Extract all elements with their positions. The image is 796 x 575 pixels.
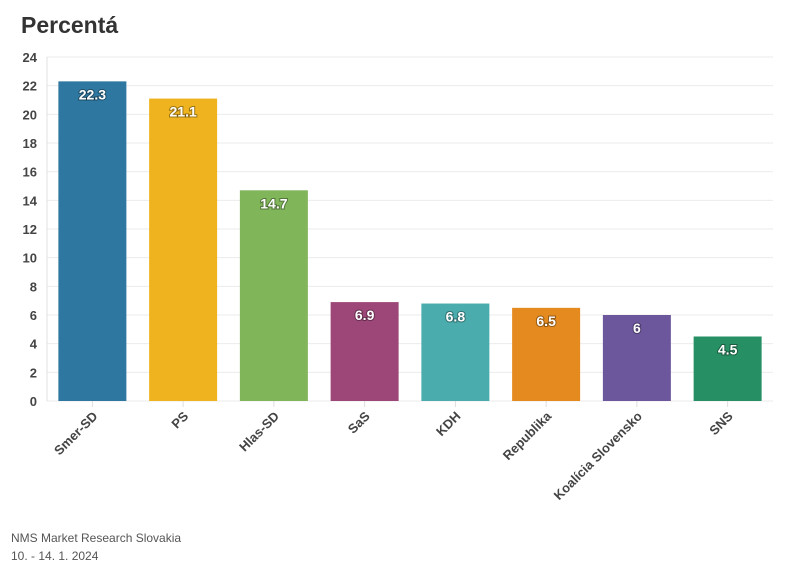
- data-label: 6: [633, 320, 641, 336]
- source-note: NMS Market Research Slovakia: [11, 531, 182, 545]
- data-label: 6.9: [355, 307, 375, 323]
- y-tick-label: 2: [30, 365, 37, 380]
- y-tick-label: 14: [23, 193, 38, 208]
- y-tick-label: 22: [23, 79, 37, 94]
- x-tick-label: SNS: [706, 408, 736, 438]
- data-label: 4.5: [718, 342, 738, 358]
- x-tick-label: Smer-SD: [51, 409, 100, 458]
- bar-sns: [693, 336, 762, 401]
- y-tick-label: 6: [30, 308, 37, 323]
- y-tick-label: 12: [23, 222, 37, 237]
- y-tick-label: 10: [23, 251, 37, 266]
- bar-kdh: [421, 303, 490, 401]
- data-label: 14.7: [260, 195, 287, 211]
- bar-smer-sd: [58, 81, 127, 401]
- bar-sas: [330, 302, 399, 401]
- y-tick-label: 18: [23, 136, 37, 151]
- bar-republika: [512, 307, 581, 401]
- y-tick-label: 24: [23, 50, 38, 65]
- chart-title: Percentá: [21, 12, 119, 38]
- data-label: 6.8: [446, 309, 466, 325]
- x-tick-label: Koalícia Slovensko: [551, 408, 645, 502]
- y-tick-label: 4: [30, 337, 38, 352]
- data-label: 22.3: [79, 86, 106, 102]
- bar-koalícia-slovensko: [602, 315, 671, 401]
- date-note: 10. - 14. 1. 2024: [11, 549, 99, 563]
- bar-ps: [149, 98, 218, 402]
- x-tick-label: SaS: [345, 408, 373, 436]
- bar-hlas-sd: [239, 190, 308, 401]
- x-tick-label: Republika: [500, 408, 555, 463]
- x-tick-label: Hlas-SD: [236, 409, 282, 455]
- y-tick-label: 16: [23, 165, 37, 180]
- data-label: 21.1: [170, 104, 197, 120]
- y-tick-label: 8: [30, 279, 37, 294]
- data-label: 6.5: [536, 313, 556, 329]
- y-tick-label: 0: [30, 394, 37, 409]
- x-tick-label: PS: [168, 408, 191, 431]
- x-tick-label: KDH: [433, 409, 464, 440]
- y-tick-label: 20: [23, 107, 37, 122]
